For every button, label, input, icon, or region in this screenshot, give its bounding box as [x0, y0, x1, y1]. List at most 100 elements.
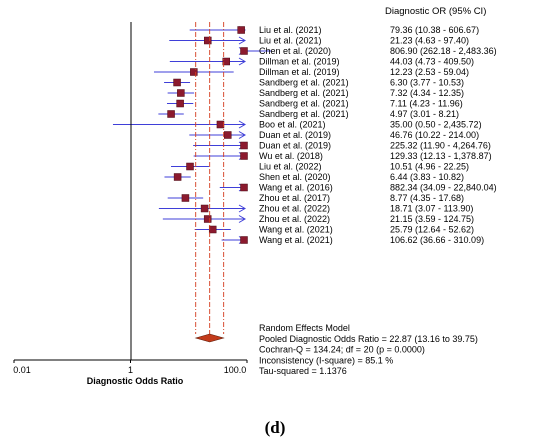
study-ci-value: 806.90 (262.18 - 2,483.36) [390, 46, 497, 56]
odds-ratio-marker [222, 57, 230, 66]
study-label: Wang et al. (2021) [259, 235, 333, 245]
odds-ratio-marker [204, 36, 212, 45]
ci-arrow [238, 57, 246, 66]
odds-ratio-marker [186, 162, 194, 171]
study-label: Sandberg et al. (2021) [259, 109, 349, 119]
summary-line: Pooled Diagnostic Odds Ratio = 22.87 (13… [259, 334, 478, 344]
summary-line: Inconsistency (I-square) = 85.1 % [259, 355, 393, 365]
study-row: Duan et al. (2019) 46.76 (10.22 - 214.00) [189, 130, 479, 140]
ci-arrow [238, 120, 246, 129]
odds-ratio-marker [208, 225, 217, 234]
odds-ratio-marker [237, 26, 245, 34]
odds-ratio-marker [176, 99, 184, 108]
study-label: Sandberg et al. (2021) [259, 88, 349, 98]
odds-ratio-marker [240, 152, 248, 160]
study-label: Liu et al. (2021) [259, 36, 322, 46]
study-ci-value: 46.76 (10.22 - 214.00) [390, 130, 479, 140]
study-row: Zhou et al. (2017) 8.77 (4.35 - 17.68) [167, 193, 464, 203]
study-ci-value: 7.32 (4.34 - 12.35) [390, 88, 464, 98]
x-axis-title: Diagnostic Odds Ratio [87, 376, 184, 386]
study-row: Liu et al. (2021) 79.36 (10.38 - 606.67) [189, 25, 479, 35]
study-label: Duan et al. (2019) [259, 130, 331, 140]
study-row: Wang et al. (2021) 106.62 (36.66 - 310.09… [221, 235, 484, 245]
study-row: Shen et al. (2020) 6.44 (3.83 - 10.82) [164, 172, 464, 182]
study-row: Boo et al. (2021) 35.00 (0.50 - 2,435.72) [112, 120, 482, 130]
odds-ratio-marker [173, 78, 181, 87]
odds-ratio-marker [200, 204, 209, 213]
study-row: Dillman et al. (2019) 12.23 (2.53 - 59.04… [153, 67, 469, 77]
pooled-estimate-lines [194, 22, 225, 343]
study-label: Liu et al. (2021) [259, 25, 322, 35]
odds-ratio-marker [190, 68, 198, 76]
study-row: Chen et al. (2020) 806.90 (262.18 - 2,483… [238, 46, 497, 56]
summary-line: Tau-squared = 1.1376 [259, 366, 347, 376]
study-label: Sandberg et al. (2021) [259, 99, 349, 109]
study-row: Duan et al. (2019) 225.32 (11.90 - 4,264.… [193, 141, 491, 151]
study-label: Chen et al. (2020) [259, 46, 331, 56]
study-rows: Liu et al. (2021) 79.36 (10.38 - 606.67)L… [112, 25, 497, 245]
study-label: Zhou et al. (2022) [259, 214, 330, 224]
study-row: Zhou et al. (2022) 18.71 (3.07 - 113.90) [158, 204, 473, 214]
study-label: Dillman et al. (2019) [259, 57, 340, 67]
study-label: Shen et al. (2020) [259, 172, 331, 182]
study-row: Wang et al. (2016) 882.34 (34.09 - 22,840… [219, 183, 497, 193]
study-row: Sandberg et al. (2021) 7.32 (4.34 - 12.35… [167, 88, 464, 98]
study-ci-value: 6.44 (3.83 - 10.82) [390, 172, 464, 182]
study-ci-value: 7.11 (4.23 - 11.96) [390, 99, 463, 109]
study-ci-value: 25.79 (12.64 - 52.62) [390, 225, 474, 235]
study-row: Liu et al. (2022) 10.51 (4.96 - 22.25) [171, 162, 469, 172]
x-tick-labels: 0.01 1 100.0 [13, 360, 248, 375]
study-row: Wu et al. (2018) 129.33 (12.13 - 1,378.87… [193, 151, 492, 161]
study-row: Dillman et al. (2019) 44.03 (4.73 - 409.5… [169, 57, 474, 67]
study-label: Wu et al. (2018) [259, 151, 323, 161]
study-label: Duan et al. (2019) [259, 141, 331, 151]
study-ci-value: 6.30 (3.77 - 10.53) [390, 78, 464, 88]
pooled-diamond [194, 333, 225, 343]
ci-arrow [238, 215, 246, 223]
study-ci-value: 12.23 (2.53 - 59.04) [390, 67, 469, 77]
study-row: Wang et al. (2021) 25.79 (12.64 - 52.62) [194, 225, 474, 235]
study-label: Dillman et al. (2019) [259, 67, 340, 77]
study-row: Zhou et al. (2022) 21.15 (3.59 - 124.75) [162, 214, 474, 224]
odds-ratio-marker [224, 131, 232, 139]
summary-line: Cochran-Q = 134.24; df = 20 (p = 0.0000) [259, 345, 425, 355]
ci-arrow [238, 36, 246, 45]
panel-label: (d) [265, 418, 286, 437]
study-label: Boo et al. (2021) [259, 120, 326, 130]
study-row: Liu et al. (2021) 21.23 (4.63 - 97.40) [169, 36, 469, 46]
odds-ratio-marker [167, 110, 175, 118]
odds-ratio-marker [173, 173, 182, 181]
odds-ratio-marker [240, 47, 248, 55]
study-ci-value: 106.62 (36.66 - 310.09) [390, 235, 484, 245]
study-ci-value: 21.23 (4.63 - 97.40) [390, 36, 469, 46]
study-label: Liu et al. (2022) [259, 162, 322, 172]
x-tick-label: 100.0 [224, 365, 247, 375]
study-ci-value: 10.51 (4.96 - 22.25) [390, 162, 469, 172]
study-row: Sandberg et al. (2021) 7.11 (4.23 - 11.96… [166, 99, 463, 109]
study-ci-value: 225.32 (11.90 - 4,264.76) [390, 141, 491, 151]
study-ci-value: 44.03 (4.73 - 409.50) [390, 57, 474, 67]
ci-column-header: Diagnostic OR (95% CI) [385, 6, 486, 17]
study-ci-value: 18.71 (3.07 - 113.90) [390, 204, 473, 214]
x-tick-label: 1 [128, 365, 133, 375]
study-ci-value: 8.77 (4.35 - 17.68) [390, 193, 464, 203]
odds-ratio-marker [216, 120, 225, 129]
study-ci-value: 21.15 (3.59 - 124.75) [390, 214, 474, 224]
odds-ratio-marker [240, 236, 248, 244]
study-label: Wang et al. (2021) [259, 225, 333, 235]
odds-ratio-marker [181, 194, 190, 202]
study-label: Sandberg et al. (2021) [259, 78, 349, 88]
study-ci-value: 79.36 (10.38 - 606.67) [390, 25, 479, 35]
ci-arrow [238, 131, 246, 139]
study-ci-value: 4.97 (3.01 - 8.21) [390, 109, 459, 119]
study-label: Wang et al. (2016) [259, 183, 333, 193]
study-ci-value: 129.33 (12.13 - 1,378.87) [390, 151, 492, 161]
ci-arrow [238, 204, 246, 213]
odds-ratio-marker [240, 141, 248, 150]
study-row: Sandberg et al. (2021) 6.30 (3.77 - 10.53… [164, 78, 464, 88]
study-label: Zhou et al. (2017) [259, 193, 330, 203]
study-row: Sandberg et al. (2021) 4.97 (3.01 - 8.21) [158, 109, 459, 119]
odds-ratio-marker [203, 215, 212, 223]
